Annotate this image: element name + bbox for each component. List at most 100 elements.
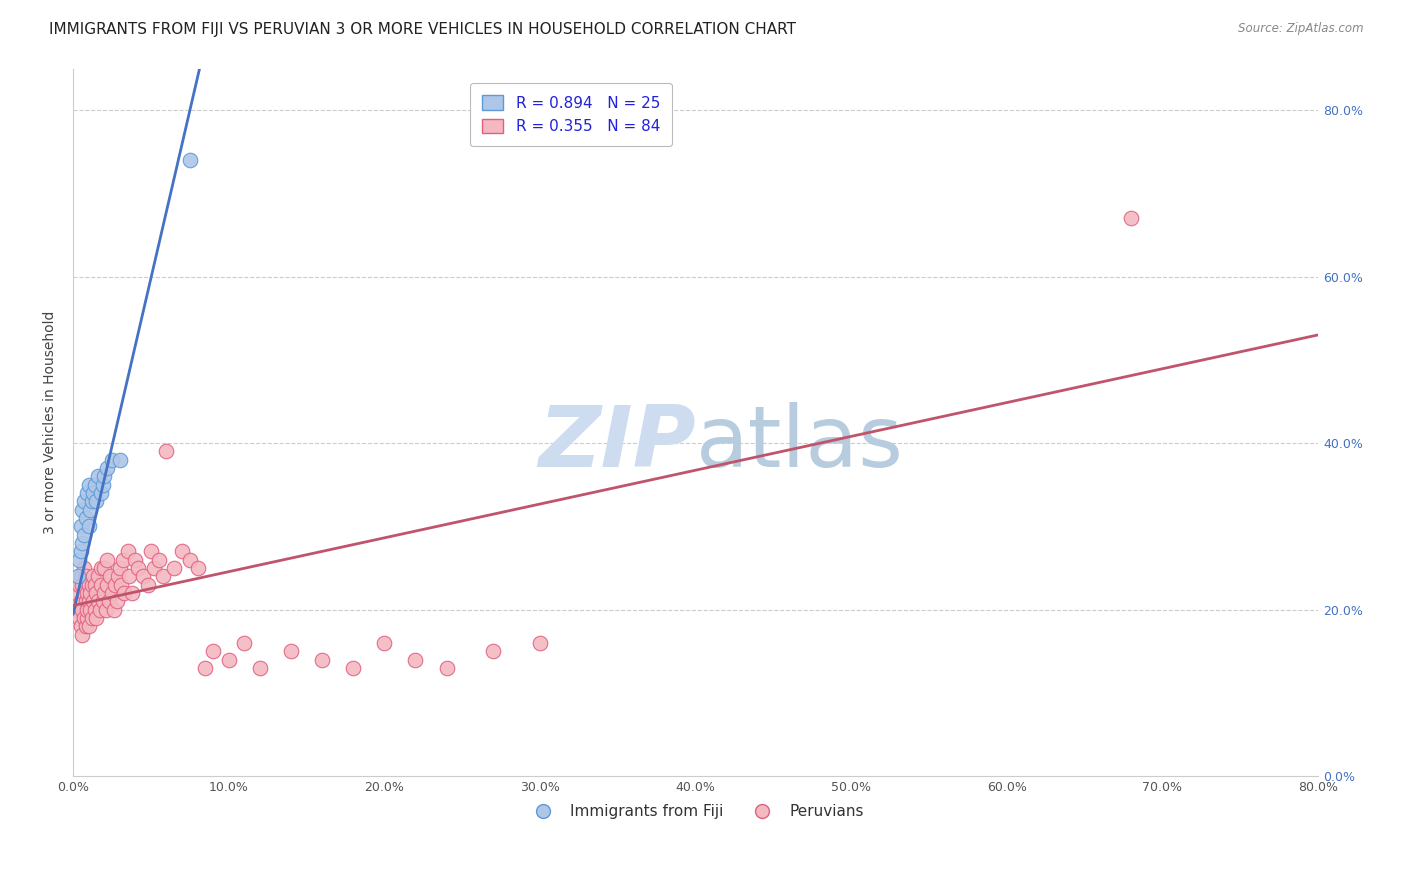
Point xyxy=(79,502,101,516)
Point xyxy=(436,661,458,675)
Point xyxy=(67,552,90,566)
Point xyxy=(75,619,97,633)
Point xyxy=(143,561,166,575)
Point xyxy=(86,494,108,508)
Point xyxy=(187,561,209,575)
Point xyxy=(67,611,90,625)
Point xyxy=(82,569,104,583)
Point xyxy=(152,569,174,583)
Point xyxy=(136,577,159,591)
Point xyxy=(70,569,93,583)
Point xyxy=(72,602,94,616)
Point xyxy=(77,519,100,533)
Point xyxy=(76,611,98,625)
Point xyxy=(77,477,100,491)
Point xyxy=(111,552,134,566)
Point xyxy=(117,544,139,558)
Text: Source: ZipAtlas.com: Source: ZipAtlas.com xyxy=(1239,22,1364,36)
Point xyxy=(70,619,93,633)
Point xyxy=(77,577,100,591)
Point xyxy=(101,586,124,600)
Point xyxy=(93,586,115,600)
Point xyxy=(83,477,105,491)
Point xyxy=(87,569,110,583)
Y-axis label: 3 or more Vehicles in Household: 3 or more Vehicles in Household xyxy=(44,310,58,534)
Point xyxy=(118,569,141,583)
Point xyxy=(233,636,256,650)
Text: atlas: atlas xyxy=(696,402,904,485)
Point xyxy=(75,594,97,608)
Point xyxy=(93,469,115,483)
Point xyxy=(89,602,111,616)
Point xyxy=(170,544,193,558)
Point xyxy=(91,594,114,608)
Point xyxy=(73,586,96,600)
Point xyxy=(132,569,155,583)
Point xyxy=(124,552,146,566)
Point xyxy=(83,577,105,591)
Point xyxy=(66,569,89,583)
Point xyxy=(96,461,118,475)
Legend: Immigrants from Fiji, Peruvians: Immigrants from Fiji, Peruvians xyxy=(522,798,870,825)
Point xyxy=(108,452,131,467)
Point xyxy=(110,577,132,591)
Point xyxy=(83,602,105,616)
Point xyxy=(70,544,93,558)
Point xyxy=(65,586,87,600)
Point xyxy=(80,577,103,591)
Point xyxy=(87,594,110,608)
Point xyxy=(179,153,201,167)
Point xyxy=(76,586,98,600)
Point xyxy=(90,577,112,591)
Point xyxy=(82,486,104,500)
Point xyxy=(163,561,186,575)
Point xyxy=(311,652,333,666)
Point xyxy=(100,569,122,583)
Point xyxy=(73,561,96,575)
Point xyxy=(76,486,98,500)
Point xyxy=(73,527,96,541)
Point xyxy=(280,644,302,658)
Point xyxy=(80,494,103,508)
Point xyxy=(529,636,551,650)
Point xyxy=(114,586,136,600)
Point xyxy=(404,652,426,666)
Text: ZIP: ZIP xyxy=(538,402,696,485)
Point xyxy=(90,561,112,575)
Point xyxy=(103,602,125,616)
Point xyxy=(1121,211,1143,226)
Point xyxy=(72,577,94,591)
Point xyxy=(72,536,94,550)
Point xyxy=(105,594,128,608)
Point xyxy=(67,577,90,591)
Point xyxy=(77,619,100,633)
Point xyxy=(79,586,101,600)
Point xyxy=(104,577,127,591)
Point xyxy=(73,611,96,625)
Point xyxy=(82,594,104,608)
Point xyxy=(94,602,117,616)
Point xyxy=(93,561,115,575)
Point xyxy=(79,602,101,616)
Point xyxy=(70,519,93,533)
Point xyxy=(107,569,129,583)
Point xyxy=(127,561,149,575)
Point xyxy=(76,602,98,616)
Point xyxy=(373,636,395,650)
Point xyxy=(96,577,118,591)
Point xyxy=(77,594,100,608)
Point xyxy=(101,452,124,467)
Point xyxy=(75,511,97,525)
Point xyxy=(218,652,240,666)
Point xyxy=(139,544,162,558)
Point xyxy=(72,627,94,641)
Point xyxy=(66,602,89,616)
Point xyxy=(148,552,170,566)
Point xyxy=(202,644,225,658)
Point xyxy=(97,594,120,608)
Point xyxy=(155,444,177,458)
Point xyxy=(96,552,118,566)
Point xyxy=(91,477,114,491)
Point xyxy=(80,611,103,625)
Point xyxy=(70,594,93,608)
